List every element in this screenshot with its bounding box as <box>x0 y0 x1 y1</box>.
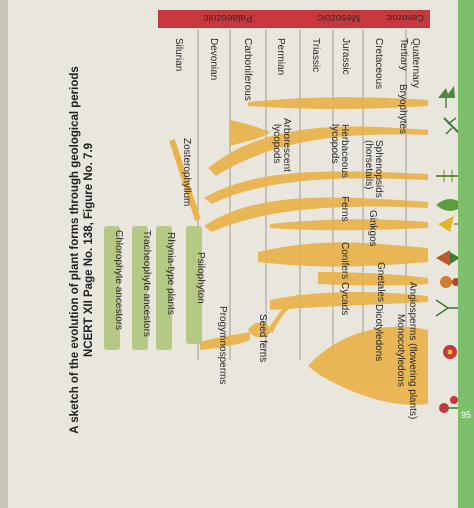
era-headers: Palaeozoic Mesozoic Cenozoic <box>158 10 430 28</box>
label-tracheophyte: Tracheophyte ancestors <box>141 230 152 337</box>
tracheophyte-bar <box>132 226 148 350</box>
progymnosperms-branch <box>200 332 250 350</box>
label-herbaceous-1: Herbaceous <box>339 124 350 178</box>
flower-icon <box>443 345 457 359</box>
label-dicotyledons: Dicotyledons <box>373 304 384 361</box>
sphenopsids-branch <box>204 171 428 204</box>
label-conifers: Conifers <box>339 242 350 279</box>
period-label-carboniferous: Carboniferous <box>242 38 253 101</box>
gnetales-icon <box>440 276 460 288</box>
ancestor-bars <box>104 139 202 350</box>
seed-ferns-node <box>248 322 272 338</box>
label-sphenopsids-1: Sphenopsids <box>373 140 384 198</box>
arborescent-lycopods-branch <box>230 120 270 146</box>
plant-icons <box>435 86 464 413</box>
label-arborescent-2: lycopods <box>271 124 282 163</box>
era-bar-mesozoic <box>298 10 380 28</box>
cycads-branch <box>270 292 428 310</box>
angiosperms-branch <box>308 326 428 405</box>
conifer-icon <box>436 250 460 266</box>
club-moss-icon <box>443 117 461 135</box>
era-bar-paleozoic <box>158 10 298 28</box>
zosterophyllum-stem <box>169 139 201 221</box>
conifers-branch <box>258 242 428 267</box>
caption-line-1: A sketch of the evolution of plant forms… <box>69 66 81 434</box>
label-psilophyton: Psilophyton <box>195 252 206 304</box>
era-label-paleozoic: Palaeozoic <box>204 12 253 23</box>
label-gnetales: Gnetales <box>375 262 386 302</box>
label-arborescent-1: Arborescent <box>281 118 292 172</box>
label-zosterophyllum: Zosterophyllum <box>181 138 192 206</box>
moss-icon <box>438 86 455 108</box>
label-herbaceous-2: lycopods <box>329 124 340 163</box>
era-bar-cenozoic <box>380 10 430 28</box>
label-cycads: Cycads <box>339 282 350 315</box>
era-label-mesozoic: Mesozoic <box>318 12 360 23</box>
ginkgos-branch <box>270 219 428 231</box>
figure-caption: A sketch of the evolution of plant forms… <box>68 30 96 470</box>
flowering-plant-icon <box>439 396 464 413</box>
label-seed-ferns: Seed ferns <box>257 314 268 362</box>
rhynia-bar <box>156 226 172 350</box>
label-rhynia: Rhynia-type plants <box>165 232 176 315</box>
period-label-quaternary: Quaternary <box>410 38 421 88</box>
era-label-cenozoic: Cenozoic <box>386 13 424 23</box>
page-number: 95 <box>460 410 471 420</box>
group-labels: Bryophytes Arborescent lycopods Herbaceo… <box>113 84 418 419</box>
bryophytes-branch <box>248 97 428 109</box>
seed-ferns-stem <box>270 294 308 334</box>
fern-icon <box>436 199 464 211</box>
ferns-branch <box>204 197 428 232</box>
period-label-devonian: Devonian <box>208 38 219 80</box>
period-label-jurassic: Jurassic <box>340 38 351 75</box>
label-monocotyledons: Monocotyledons <box>395 314 406 387</box>
caption-line-2: NCERT XII Page No. 138, Figure No. 7.9 <box>83 142 95 358</box>
period-label-tertiary: Tertiary <box>398 38 409 71</box>
period-label-cretaceous: Cretaceous <box>373 38 384 89</box>
label-sphenopsids-2: (horsetails) <box>363 140 374 189</box>
gnetales-branch <box>318 272 428 286</box>
label-bryophytes: Bryophytes <box>397 84 408 134</box>
label-progymnosperms: Progymnosperms <box>217 306 228 384</box>
page-margin-strip <box>458 0 474 508</box>
herbaceous-lycopods-branch <box>208 126 428 176</box>
psilophyton-bar <box>186 226 202 344</box>
label-angiosperms: Angiosperms (flowering plants) <box>407 282 418 419</box>
period-labels: Quaternary Tertiary Cretaceous Jurassic … <box>173 38 421 101</box>
label-ginkgos: Ginkgos <box>367 210 378 247</box>
label-ferns: Ferns <box>339 196 350 222</box>
period-label-permian: Permian <box>275 38 286 75</box>
textbook-page: Palaeozoic Mesozoic Cenozoic Quaternary … <box>8 0 474 508</box>
period-label-triassic: Triassic <box>310 38 321 72</box>
chlorophyte-bar <box>104 226 120 350</box>
label-chlorophyte: Chlorophyte ancestors <box>113 230 124 330</box>
period-label-silurian: Silurian <box>173 38 184 71</box>
lineage-branches <box>200 97 428 405</box>
evolution-diagram: Palaeozoic Mesozoic Cenozoic Quaternary … <box>104 10 464 419</box>
